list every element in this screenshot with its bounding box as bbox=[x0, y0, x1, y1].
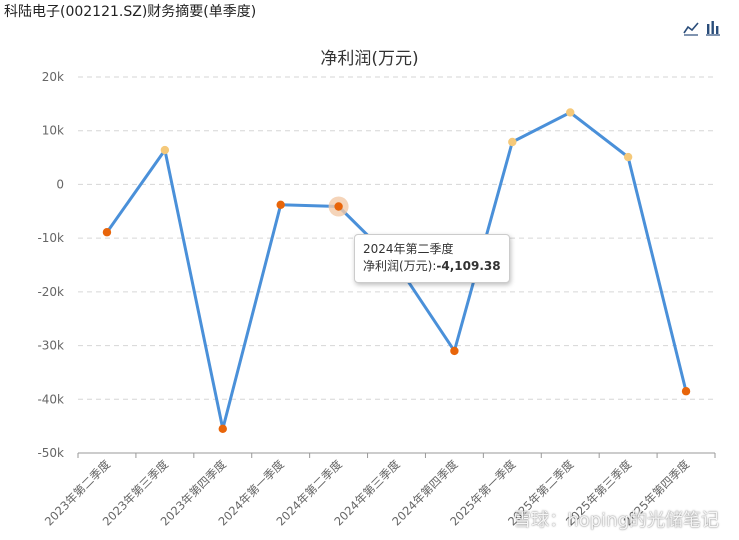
y-tick-label: -50k bbox=[37, 446, 64, 460]
y-tick-label: 0 bbox=[56, 177, 64, 191]
y-tick-label: -30k bbox=[37, 339, 64, 353]
tooltip-row: 净利润(万元):-4,109.38 bbox=[363, 258, 501, 275]
tooltip-value: -4,109.38 bbox=[436, 259, 501, 273]
tooltip-label: 净利润(万元): bbox=[363, 259, 437, 273]
data-point[interactable] bbox=[623, 152, 633, 162]
data-point[interactable] bbox=[334, 202, 343, 211]
data-point[interactable] bbox=[160, 145, 170, 155]
data-point[interactable] bbox=[681, 387, 691, 396]
chart-title: 净利润(万元) bbox=[320, 49, 419, 69]
y-tick-label: 10k bbox=[42, 124, 64, 138]
bar-chart-icon[interactable] bbox=[705, 20, 721, 36]
watermark-text: 雪球：hoping的光储笔记 bbox=[513, 510, 719, 531]
data-point[interactable] bbox=[102, 228, 112, 237]
data-point[interactable] bbox=[450, 346, 459, 356]
y-tick-label: -10k bbox=[37, 231, 64, 245]
y-tick-label: -40k bbox=[37, 392, 64, 406]
page-title: 科陆电子(002121.SZ)财务摘要(单季度) bbox=[4, 4, 257, 20]
line-chart-icon[interactable] bbox=[683, 20, 699, 36]
tooltip-category: 2024年第二季度 bbox=[363, 242, 454, 256]
watermark: 雪球：hoping的光储笔记 bbox=[489, 506, 719, 532]
y-tick-label: 20k bbox=[42, 70, 64, 84]
y-tick-label: -20k bbox=[37, 285, 64, 299]
snowball-logo-icon bbox=[490, 510, 509, 528]
data-point[interactable] bbox=[218, 424, 227, 434]
data-tooltip: 2024年第二季度 净利润(万元):-4,109.38 bbox=[354, 234, 510, 283]
data-point[interactable] bbox=[566, 108, 575, 117]
data-point[interactable] bbox=[276, 200, 285, 210]
chart-toolbar bbox=[683, 20, 721, 36]
data-point[interactable] bbox=[508, 137, 517, 147]
